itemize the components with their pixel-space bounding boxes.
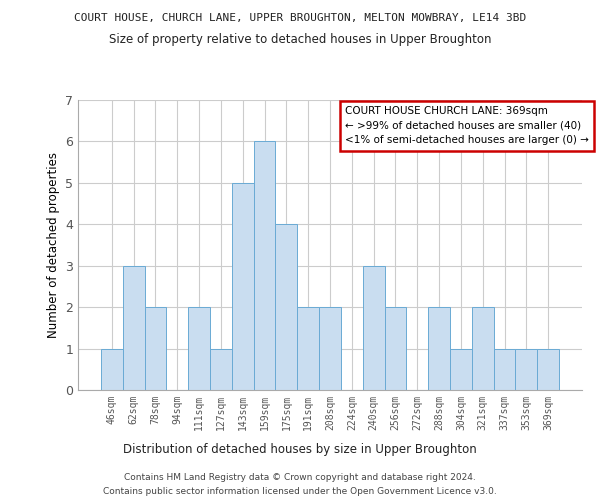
Bar bbox=[210, 348, 232, 390]
Text: Contains public sector information licensed under the Open Government Licence v3: Contains public sector information licen… bbox=[103, 488, 497, 496]
Bar bbox=[515, 348, 537, 390]
Bar bbox=[319, 307, 341, 390]
Bar bbox=[385, 307, 406, 390]
Text: Distribution of detached houses by size in Upper Broughton: Distribution of detached houses by size … bbox=[123, 442, 477, 456]
Text: Contains HM Land Registry data © Crown copyright and database right 2024.: Contains HM Land Registry data © Crown c… bbox=[124, 472, 476, 482]
Bar bbox=[188, 307, 210, 390]
Bar bbox=[537, 348, 559, 390]
Bar bbox=[232, 183, 254, 390]
Bar bbox=[450, 348, 472, 390]
Bar bbox=[297, 307, 319, 390]
Text: COURT HOUSE, CHURCH LANE, UPPER BROUGHTON, MELTON MOWBRAY, LE14 3BD: COURT HOUSE, CHURCH LANE, UPPER BROUGHTO… bbox=[74, 12, 526, 22]
Bar bbox=[275, 224, 297, 390]
Bar bbox=[494, 348, 515, 390]
Bar bbox=[145, 307, 166, 390]
Text: Size of property relative to detached houses in Upper Broughton: Size of property relative to detached ho… bbox=[109, 32, 491, 46]
Bar bbox=[472, 307, 494, 390]
Bar bbox=[254, 142, 275, 390]
Bar bbox=[363, 266, 385, 390]
Y-axis label: Number of detached properties: Number of detached properties bbox=[47, 152, 59, 338]
Bar bbox=[101, 348, 123, 390]
Bar bbox=[123, 266, 145, 390]
Bar bbox=[428, 307, 450, 390]
Text: COURT HOUSE CHURCH LANE: 369sqm
← >99% of detached houses are smaller (40)
<1% o: COURT HOUSE CHURCH LANE: 369sqm ← >99% o… bbox=[345, 106, 589, 146]
